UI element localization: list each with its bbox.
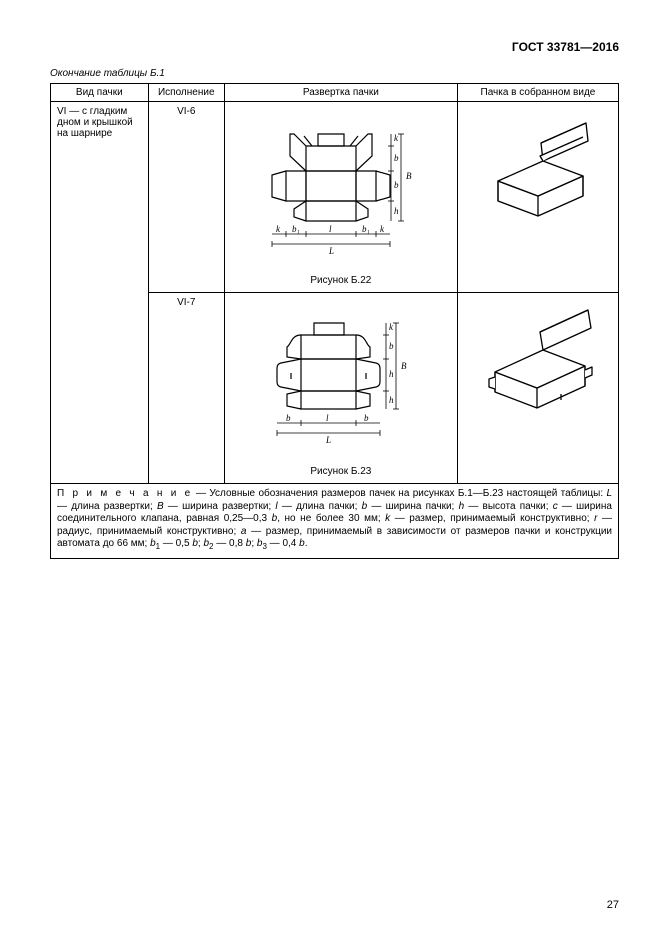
svg-text:b: b	[389, 341, 394, 351]
page-number: 27	[607, 899, 619, 911]
note-cell: П р и м е ч а н и е — Условные обозначен…	[51, 484, 619, 559]
figure-b23-assembled	[473, 297, 603, 447]
cell-razv-2: B k b h h L b l b Рисунок Б.23	[224, 293, 457, 484]
figure-b22-caption: Рисунок Б.22	[225, 275, 457, 286]
svg-text:B: B	[401, 361, 407, 371]
svg-text:L: L	[328, 246, 334, 256]
svg-text:b: b	[394, 180, 399, 190]
svg-text:h: h	[389, 395, 394, 405]
svg-text:l: l	[329, 224, 332, 234]
figure-b23-caption: Рисунок Б.23	[225, 466, 457, 477]
svg-text:b₁: b₁	[362, 224, 370, 234]
cell-razv-1: B k b b h L k b₁ l b₁ k Ри	[224, 102, 457, 293]
document-header: ГОСТ 33781—2016	[50, 40, 619, 54]
svg-text:L: L	[325, 435, 331, 445]
svg-text:b₁: b₁	[292, 224, 300, 234]
note-lead: П р и м е ч а н и е	[57, 488, 193, 499]
figure-b22-flat: B k b b h L k b₁ l b₁ k	[246, 106, 436, 271]
cell-vid: VI — с гладким дном и крышкой на шарнире	[51, 102, 149, 484]
col-header-vid: Вид пачки	[51, 84, 149, 102]
figure-b22-assembled	[473, 106, 603, 256]
table-continuation-label: Окончание таблицы Б.1	[50, 68, 619, 79]
svg-text:k: k	[394, 133, 399, 143]
svg-text:h: h	[394, 206, 399, 216]
svg-text:l: l	[326, 413, 329, 423]
cell-isp-2: VI-7	[148, 293, 224, 484]
svg-text:k: k	[380, 224, 385, 234]
svg-text:B: B	[406, 171, 412, 181]
cell-pach-1	[457, 102, 618, 293]
svg-text:b: b	[364, 413, 369, 423]
svg-text:k: k	[276, 224, 281, 234]
col-header-razv: Развертка пачки	[224, 84, 457, 102]
cell-isp-1: VI-6	[148, 102, 224, 293]
svg-text:k: k	[389, 322, 394, 332]
col-header-pach: Пачка в собранном виде	[457, 84, 618, 102]
cell-pach-2	[457, 293, 618, 484]
main-table: Вид пачки Исполнение Развертка пачки Пач…	[50, 83, 619, 559]
svg-text:h: h	[389, 369, 394, 379]
svg-text:b: b	[286, 413, 291, 423]
figure-b23-flat: B k b h h L b l b	[246, 297, 436, 462]
col-header-isp: Исполнение	[148, 84, 224, 102]
svg-text:b: b	[394, 153, 399, 163]
